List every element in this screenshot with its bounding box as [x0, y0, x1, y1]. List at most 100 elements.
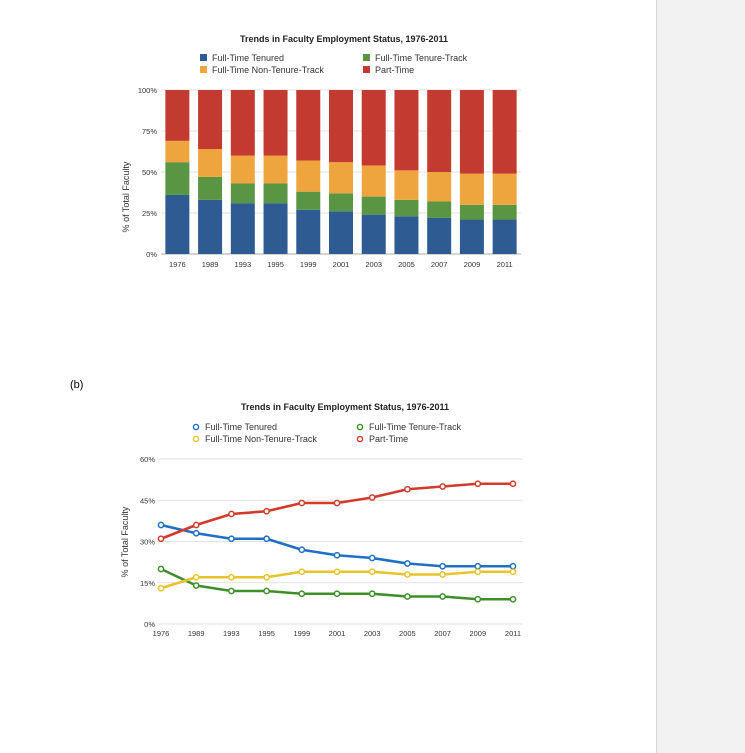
- bar-segment-part-time-2003: [361, 90, 386, 166]
- legend-label-full-time-tenured: Full-Time Tenured: [205, 422, 277, 432]
- point-full-time-tenured-2011: [509, 562, 517, 570]
- point-full-time-non-tenure-track-2001: [333, 568, 341, 576]
- x-tick-label: 1989: [188, 629, 205, 638]
- bar-segment-full-time-non-tenure-track-2005: [394, 170, 419, 200]
- x-tick-label: 2003: [365, 260, 382, 269]
- legend-label-full-time-tenure-track: Full-Time Tenure-Track: [375, 53, 468, 63]
- bar-segment-full-time-non-tenure-track-1999: [296, 160, 321, 192]
- bar-segment-full-time-tenure-track-2007: [427, 201, 452, 218]
- y-tick-label: 0%: [144, 620, 155, 629]
- point-full-time-non-tenure-track-1989: [192, 573, 200, 581]
- bar-segment-full-time-tenured-1989: [198, 199, 223, 254]
- line-chart: Trends in Faculty Employment Status, 197…: [120, 402, 523, 638]
- x-tick-label: 2009: [464, 260, 481, 269]
- bar-segment-full-time-tenure-track-2011: [492, 204, 517, 220]
- line-part-time: [159, 482, 515, 541]
- bar-segment-full-time-tenure-track-2005: [394, 199, 419, 217]
- legend-swatch-full-time-tenure-track: [363, 54, 370, 61]
- y-axis-ticks: 0% 15% 30% 45% 60%: [140, 455, 155, 629]
- legend-label-part-time: Part-Time: [375, 65, 414, 75]
- point-full-time-non-tenure-track-1999: [298, 568, 306, 576]
- bar-segment-full-time-non-tenure-track-2007: [427, 172, 452, 202]
- point-full-time-non-tenure-track-1976: [157, 584, 165, 592]
- y-tick-label: 50%: [142, 168, 157, 177]
- point-full-time-non-tenure-track-2003: [368, 568, 376, 576]
- point-full-time-tenured-1999: [298, 546, 306, 554]
- legend-marker-part-time: [356, 435, 364, 443]
- y-tick-label: 45%: [140, 496, 155, 505]
- legend-marker-full-time-non-tenure-track: [192, 435, 200, 443]
- bar-segment-full-time-tenure-track-1999: [296, 191, 321, 210]
- bar-segment-full-time-tenured-2003: [361, 214, 386, 254]
- point-full-time-tenure-track-1976: [157, 565, 165, 573]
- bar-segment-full-time-non-tenure-track-1989: [198, 149, 223, 177]
- point-part-time-2011: [509, 480, 517, 488]
- bar-segment-part-time-2001: [329, 90, 353, 163]
- bar-segment-full-time-non-tenure-track-2011: [492, 173, 517, 205]
- bar-segment-full-time-tenure-track-1976: [165, 162, 190, 195]
- bar-segment-part-time-2011: [492, 90, 517, 174]
- bar-segment-full-time-tenured-2011: [492, 219, 517, 254]
- point-full-time-non-tenure-track-2005: [404, 571, 411, 578]
- bar-segment-full-time-tenured-2005: [394, 216, 419, 254]
- x-tick-label: 1976: [153, 629, 170, 638]
- bar-segment-full-time-tenured-1993: [230, 203, 255, 254]
- point-part-time-1995: [263, 507, 270, 515]
- x-tick-label: 2003: [364, 629, 381, 638]
- point-full-time-tenured-1976: [157, 521, 165, 529]
- point-full-time-non-tenure-track-2011: [509, 568, 517, 576]
- x-tick-label: 1995: [267, 260, 284, 269]
- x-tick-label: 1995: [258, 629, 275, 638]
- bar-segment-full-time-tenure-track-2001: [329, 193, 353, 212]
- bar-segment-full-time-tenured-2009: [459, 219, 484, 254]
- legend-label-full-time-non-tenure-track: Full-Time Non-Tenure-Track: [212, 65, 324, 75]
- x-tick-label: 2009: [469, 629, 486, 638]
- point-full-time-tenured-2007: [439, 562, 446, 570]
- panel-label: (b): [70, 379, 84, 391]
- chart-title: Trends in Faculty Employment Status, 197…: [240, 34, 448, 44]
- x-tick-label: 2005: [399, 629, 416, 638]
- legend-swatch-full-time-non-tenure-track: [200, 66, 207, 73]
- line-full-time-tenured: [159, 523, 515, 568]
- legend-swatch-part-time: [363, 66, 370, 73]
- x-axis-ticks: 1976 1989 1993 1995 1999 2001 2003 2005 2007 2009…: [153, 629, 521, 638]
- bar-segment-full-time-tenure-track-1995: [263, 183, 288, 204]
- bar-segment-part-time-1995: [263, 90, 288, 156]
- stacked-bar-chart: Trends in Faculty Employment Status, 197…: [121, 34, 521, 269]
- point-full-time-tenure-track-2003: [368, 590, 376, 598]
- x-tick-label: 2001: [329, 629, 346, 638]
- point-full-time-tenured-1993: [228, 535, 235, 543]
- bar-segment-part-time-1989: [198, 90, 223, 150]
- y-axis-title: % of Total Faculty: [121, 161, 131, 232]
- bar-segment-full-time-tenure-track-1989: [198, 176, 223, 200]
- point-full-time-tenured-2001: [333, 551, 341, 559]
- bar-segment-full-time-tenured-2007: [427, 217, 452, 254]
- chart-legend: Full-Time Tenured Full-Time Tenure-Track F…: [192, 422, 462, 444]
- bar-segment-full-time-non-tenure-track-1995: [263, 155, 288, 184]
- legend-label-full-time-tenure-track: Full-Time Tenure-Track: [369, 422, 462, 432]
- point-full-time-non-tenure-track-2007: [439, 571, 446, 578]
- lines: [157, 480, 517, 603]
- y-tick-label: 60%: [140, 455, 155, 464]
- grid: [157, 458, 523, 625]
- bar-segment-part-time-2005: [394, 90, 419, 171]
- bar-segment-full-time-tenured-1995: [263, 203, 288, 254]
- y-tick-label: 30%: [140, 538, 155, 547]
- x-tick-label: 1976: [169, 260, 186, 269]
- bar-segment-part-time-1999: [296, 90, 321, 161]
- bar-segment-part-time-1976: [165, 90, 190, 141]
- point-full-time-non-tenure-track-1995: [263, 573, 270, 581]
- chart-legend: Full-Time Tenured Full-Time Tenure-Track F…: [200, 53, 468, 75]
- x-tick-label: 1999: [300, 260, 317, 269]
- point-full-time-tenured-2005: [404, 560, 411, 567]
- y-tick-label: 100%: [138, 86, 158, 95]
- point-full-time-tenured-1995: [263, 535, 270, 543]
- bar-segment-full-time-tenured-1976: [165, 194, 190, 254]
- x-tick-label: 2001: [333, 260, 350, 269]
- bar-segment-full-time-non-tenure-track-2009: [459, 173, 484, 205]
- chart-title: Trends in Faculty Employment Status, 197…: [241, 402, 449, 412]
- point-full-time-tenure-track-1989: [192, 582, 200, 589]
- x-tick-label: 2007: [431, 260, 448, 269]
- legend-label-full-time-tenured: Full-Time Tenured: [212, 53, 284, 63]
- point-part-time-1989: [192, 521, 200, 529]
